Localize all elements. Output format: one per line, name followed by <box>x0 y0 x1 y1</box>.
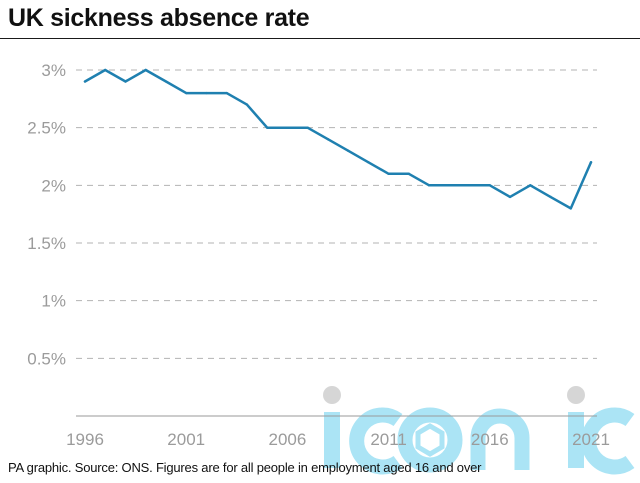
data-point <box>326 138 330 141</box>
watermark-hexagon <box>415 423 445 457</box>
y-tick-label: 0.5% <box>27 349 66 368</box>
y-tick-label: 3% <box>41 61 66 80</box>
chart-title: UK sickness absence rate <box>8 4 310 32</box>
watermark-dot-right <box>567 386 585 404</box>
data-point <box>286 126 289 129</box>
data-point <box>164 80 168 83</box>
iconic-watermark <box>323 386 635 475</box>
y-tick-label: 2.5% <box>27 119 66 138</box>
series-line <box>83 68 593 210</box>
data-point <box>488 184 491 187</box>
data-point <box>448 184 451 187</box>
data-point <box>367 161 370 164</box>
watermark-stroke-c1 <box>349 407 403 475</box>
data-point <box>508 195 512 199</box>
data-point <box>529 184 532 187</box>
data-point <box>144 68 147 72</box>
data-point <box>549 195 552 199</box>
data-point <box>225 91 228 95</box>
data-point <box>185 91 188 95</box>
data-point <box>83 80 87 83</box>
y-tick-label: 1.5% <box>27 234 66 253</box>
x-tick-label: 2001 <box>167 430 205 449</box>
x-tick-label: 2016 <box>471 430 509 449</box>
data-point <box>468 184 471 187</box>
data-point <box>205 91 208 95</box>
data-point <box>245 103 249 106</box>
source-note: PA graphic. Source: ONS. Figures are for… <box>8 460 482 475</box>
x-tick-label: 1996 <box>66 430 104 449</box>
data-point <box>104 68 107 72</box>
data-point <box>387 172 390 175</box>
data-point <box>407 172 411 175</box>
data-point <box>427 184 431 187</box>
watermark-stroke-c2 <box>581 407 635 475</box>
y-tick-label: 1% <box>41 292 66 311</box>
x-tick-label: 2006 <box>268 430 306 449</box>
data-point <box>265 126 269 129</box>
y-tick-label: 2% <box>41 176 66 195</box>
data-point <box>124 80 127 83</box>
watermark-stroke-i1 <box>324 412 340 468</box>
watermark-stroke-o <box>397 407 463 473</box>
x-tick-label: 2011 <box>370 430 407 449</box>
data-point <box>569 207 572 210</box>
watermark-dot-left <box>323 386 341 404</box>
data-point <box>346 149 350 152</box>
watermark-stroke-i2 <box>568 412 584 468</box>
title-divider <box>0 38 640 39</box>
x-tick-label: 2021 <box>572 430 610 449</box>
data-point <box>306 126 309 129</box>
data-point <box>589 161 593 164</box>
